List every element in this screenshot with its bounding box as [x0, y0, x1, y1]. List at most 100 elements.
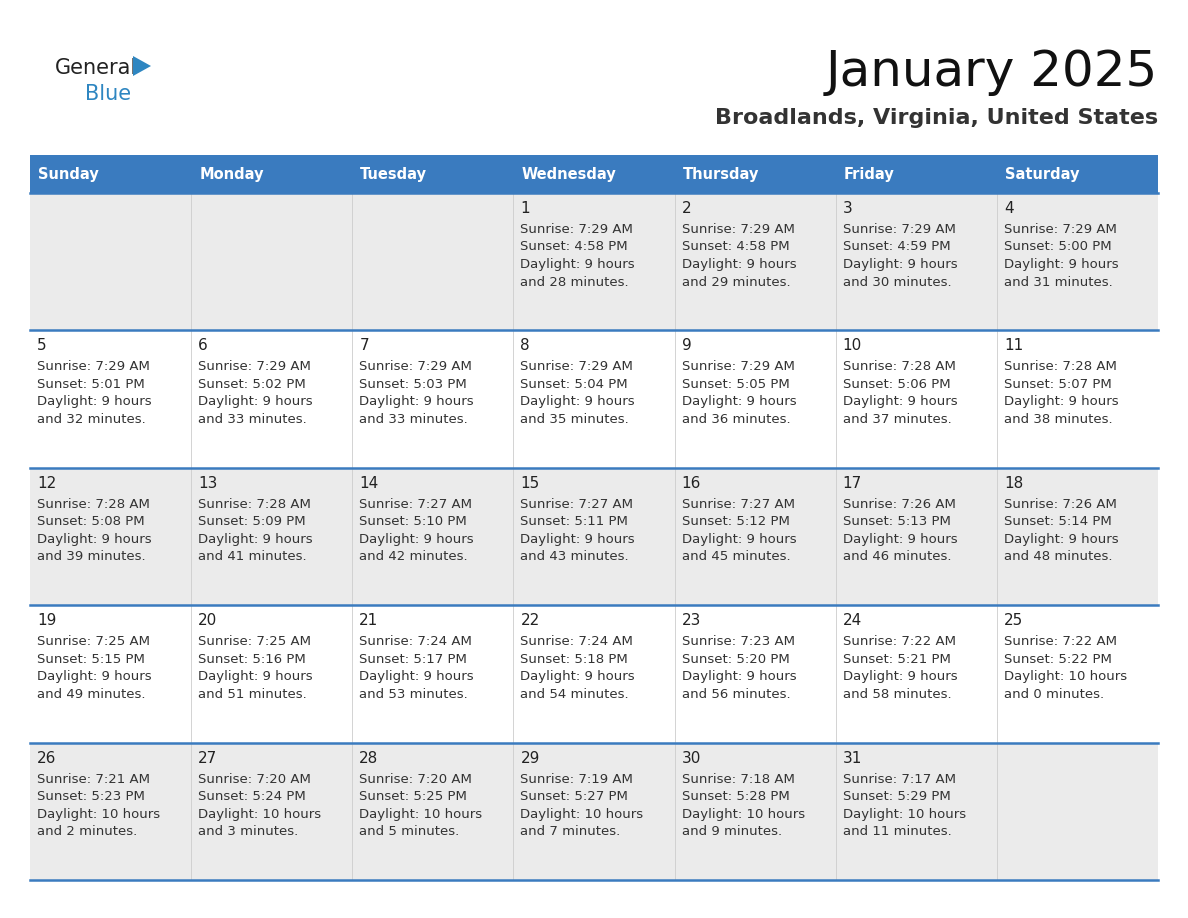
Bar	[30, 155, 191, 193]
Text: Daylight: 10 hours: Daylight: 10 hours	[37, 808, 160, 821]
Bar	[835, 193, 997, 330]
Bar	[675, 743, 835, 880]
Text: Thursday: Thursday	[683, 166, 759, 182]
Text: Sunset: 5:14 PM: Sunset: 5:14 PM	[1004, 515, 1112, 528]
Bar	[353, 330, 513, 468]
Bar	[997, 605, 1158, 743]
Text: Sunset: 5:13 PM: Sunset: 5:13 PM	[842, 515, 950, 528]
Text: Daylight: 9 hours: Daylight: 9 hours	[842, 258, 958, 271]
Text: Sunset: 5:02 PM: Sunset: 5:02 PM	[198, 378, 305, 391]
Bar	[30, 468, 191, 605]
Text: and 48 minutes.: and 48 minutes.	[1004, 550, 1112, 564]
Bar	[191, 193, 353, 330]
Text: Daylight: 9 hours: Daylight: 9 hours	[682, 532, 796, 546]
Text: and 45 minutes.: and 45 minutes.	[682, 550, 790, 564]
Bar	[513, 330, 675, 468]
Text: and 33 minutes.: and 33 minutes.	[198, 413, 307, 426]
Text: Sunrise: 7:29 AM: Sunrise: 7:29 AM	[198, 361, 311, 374]
Text: Sunset: 5:25 PM: Sunset: 5:25 PM	[359, 790, 467, 803]
Text: 27: 27	[198, 751, 217, 766]
Text: and 46 minutes.: and 46 minutes.	[842, 550, 952, 564]
Text: 17: 17	[842, 476, 862, 491]
Bar	[191, 468, 353, 605]
Text: Sunset: 5:09 PM: Sunset: 5:09 PM	[198, 515, 305, 528]
Text: Daylight: 9 hours: Daylight: 9 hours	[682, 670, 796, 683]
Text: and 3 minutes.: and 3 minutes.	[198, 825, 298, 838]
Text: Sunset: 5:23 PM: Sunset: 5:23 PM	[37, 790, 145, 803]
Bar	[30, 605, 191, 743]
Text: Daylight: 9 hours: Daylight: 9 hours	[1004, 532, 1118, 546]
Bar	[835, 330, 997, 468]
Text: Daylight: 9 hours: Daylight: 9 hours	[37, 670, 152, 683]
Text: 30: 30	[682, 751, 701, 766]
Text: Sunrise: 7:22 AM: Sunrise: 7:22 AM	[1004, 635, 1117, 648]
Text: Daylight: 9 hours: Daylight: 9 hours	[520, 396, 636, 409]
Text: Sunrise: 7:19 AM: Sunrise: 7:19 AM	[520, 773, 633, 786]
Text: Sunset: 5:29 PM: Sunset: 5:29 PM	[842, 790, 950, 803]
Text: Sunrise: 7:17 AM: Sunrise: 7:17 AM	[842, 773, 955, 786]
Text: Sunset: 5:15 PM: Sunset: 5:15 PM	[37, 653, 145, 666]
Text: and 37 minutes.: and 37 minutes.	[842, 413, 952, 426]
Text: and 2 minutes.: and 2 minutes.	[37, 825, 138, 838]
Text: and 43 minutes.: and 43 minutes.	[520, 550, 630, 564]
Text: Daylight: 9 hours: Daylight: 9 hours	[682, 396, 796, 409]
Text: Sunset: 5:00 PM: Sunset: 5:00 PM	[1004, 241, 1112, 253]
Text: and 0 minutes.: and 0 minutes.	[1004, 688, 1104, 700]
Bar	[191, 330, 353, 468]
Text: Sunrise: 7:26 AM: Sunrise: 7:26 AM	[842, 498, 955, 510]
Text: 20: 20	[198, 613, 217, 628]
Text: Daylight: 10 hours: Daylight: 10 hours	[1004, 670, 1127, 683]
Text: and 28 minutes.: and 28 minutes.	[520, 275, 630, 288]
Text: Sunrise: 7:29 AM: Sunrise: 7:29 AM	[682, 361, 795, 374]
Text: Sunset: 5:06 PM: Sunset: 5:06 PM	[842, 378, 950, 391]
Text: and 39 minutes.: and 39 minutes.	[37, 550, 146, 564]
Text: and 58 minutes.: and 58 minutes.	[842, 688, 952, 700]
Bar	[513, 193, 675, 330]
Bar	[353, 193, 513, 330]
Text: Sunrise: 7:29 AM: Sunrise: 7:29 AM	[682, 223, 795, 236]
Text: Daylight: 9 hours: Daylight: 9 hours	[37, 396, 152, 409]
Text: Sunset: 5:16 PM: Sunset: 5:16 PM	[198, 653, 305, 666]
Text: 29: 29	[520, 751, 539, 766]
Text: Daylight: 9 hours: Daylight: 9 hours	[1004, 396, 1118, 409]
Text: Sunrise: 7:28 AM: Sunrise: 7:28 AM	[842, 361, 955, 374]
Text: 31: 31	[842, 751, 862, 766]
Text: Sunset: 5:21 PM: Sunset: 5:21 PM	[842, 653, 950, 666]
Text: 15: 15	[520, 476, 539, 491]
Text: Sunrise: 7:29 AM: Sunrise: 7:29 AM	[359, 361, 472, 374]
Text: 22: 22	[520, 613, 539, 628]
Bar	[997, 330, 1158, 468]
Text: and 36 minutes.: and 36 minutes.	[682, 413, 790, 426]
Bar	[675, 193, 835, 330]
Text: 5: 5	[37, 339, 46, 353]
Text: 16: 16	[682, 476, 701, 491]
Text: and 41 minutes.: and 41 minutes.	[198, 550, 307, 564]
Text: Daylight: 9 hours: Daylight: 9 hours	[37, 532, 152, 546]
Text: Sunset: 5:08 PM: Sunset: 5:08 PM	[37, 515, 145, 528]
Text: Daylight: 10 hours: Daylight: 10 hours	[842, 808, 966, 821]
Text: Sunrise: 7:22 AM: Sunrise: 7:22 AM	[842, 635, 955, 648]
Text: Sunset: 5:27 PM: Sunset: 5:27 PM	[520, 790, 628, 803]
Text: Friday: Friday	[843, 166, 895, 182]
Text: Sunset: 4:59 PM: Sunset: 4:59 PM	[842, 241, 950, 253]
Bar	[353, 743, 513, 880]
Text: and 32 minutes.: and 32 minutes.	[37, 413, 146, 426]
Text: Sunrise: 7:27 AM: Sunrise: 7:27 AM	[682, 498, 795, 510]
Text: 7: 7	[359, 339, 369, 353]
Text: Sunset: 5:04 PM: Sunset: 5:04 PM	[520, 378, 628, 391]
Bar	[353, 468, 513, 605]
Bar	[353, 605, 513, 743]
Text: Daylight: 9 hours: Daylight: 9 hours	[359, 396, 474, 409]
Text: Sunrise: 7:24 AM: Sunrise: 7:24 AM	[520, 635, 633, 648]
Text: Daylight: 9 hours: Daylight: 9 hours	[842, 670, 958, 683]
Text: Sunrise: 7:29 AM: Sunrise: 7:29 AM	[37, 361, 150, 374]
Bar	[835, 743, 997, 880]
Text: Sunday: Sunday	[38, 166, 99, 182]
Text: Saturday: Saturday	[1005, 166, 1080, 182]
Text: Sunrise: 7:23 AM: Sunrise: 7:23 AM	[682, 635, 795, 648]
Text: Sunrise: 7:20 AM: Sunrise: 7:20 AM	[359, 773, 472, 786]
Text: Sunrise: 7:27 AM: Sunrise: 7:27 AM	[359, 498, 473, 510]
Bar	[513, 743, 675, 880]
Text: Daylight: 10 hours: Daylight: 10 hours	[520, 808, 644, 821]
Text: Daylight: 9 hours: Daylight: 9 hours	[520, 532, 636, 546]
